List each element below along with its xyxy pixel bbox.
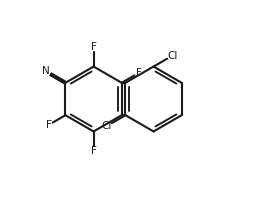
Text: F: F bbox=[91, 146, 97, 156]
Text: F: F bbox=[91, 42, 97, 52]
Text: N: N bbox=[41, 66, 49, 76]
Text: F: F bbox=[45, 120, 51, 130]
Text: F: F bbox=[136, 68, 142, 78]
Text: Cl: Cl bbox=[167, 51, 178, 61]
Text: Cl: Cl bbox=[102, 121, 112, 131]
